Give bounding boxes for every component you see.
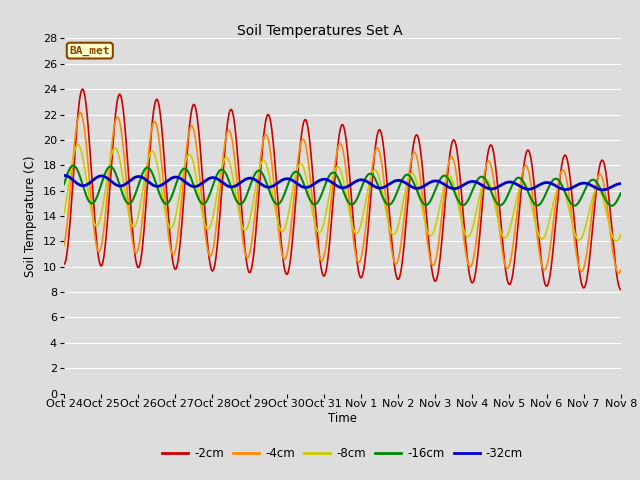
Legend: -2cm, -4cm, -8cm, -16cm, -32cm: -2cm, -4cm, -8cm, -16cm, -32cm	[157, 442, 527, 465]
X-axis label: Time: Time	[328, 412, 357, 425]
Y-axis label: Soil Temperature (C): Soil Temperature (C)	[24, 155, 37, 277]
Text: Soil Temperatures Set A: Soil Temperatures Set A	[237, 24, 403, 38]
Text: BA_met: BA_met	[70, 46, 110, 56]
